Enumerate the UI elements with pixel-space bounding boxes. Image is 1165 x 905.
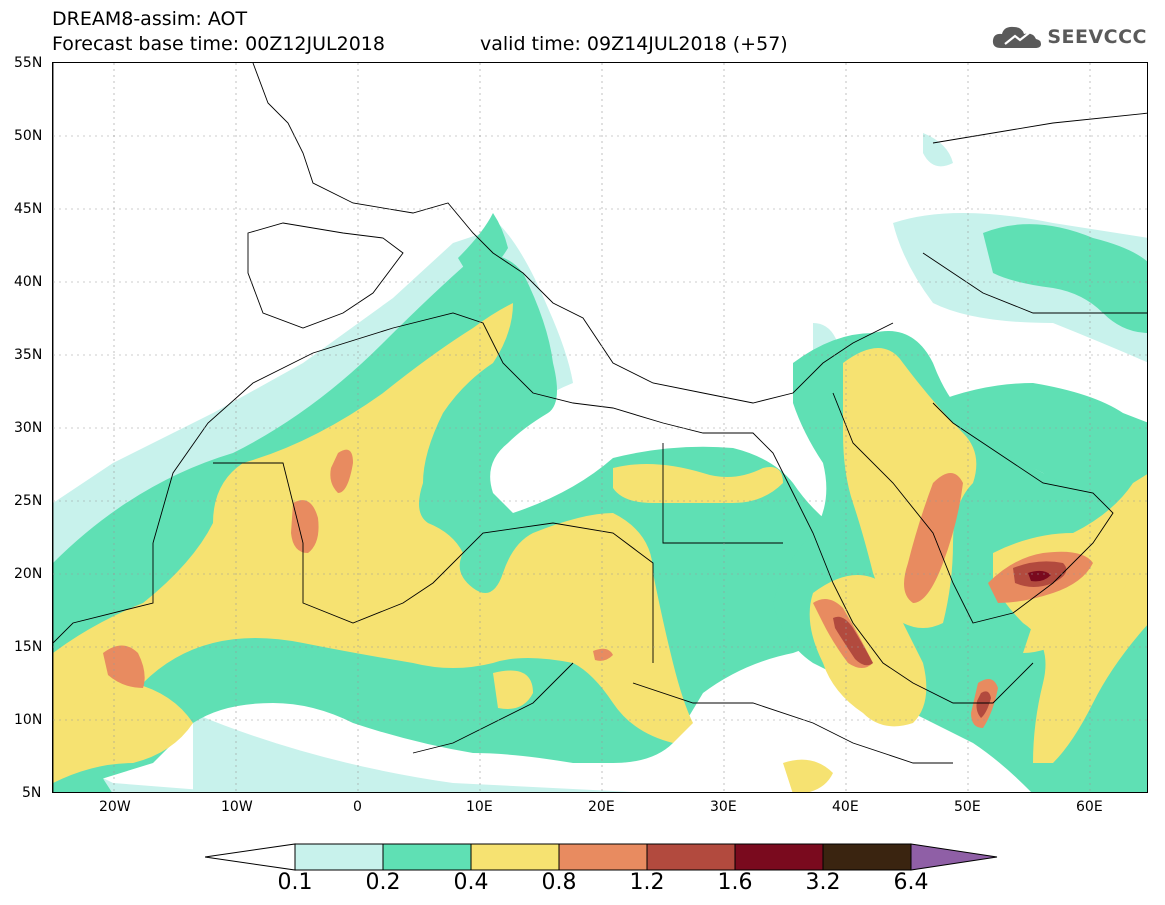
- colorbar-label-0.4: 0.4: [453, 870, 489, 895]
- colorbar-swatch-3.2: [822, 843, 912, 871]
- colorbar-swatch-1.6: [734, 843, 824, 871]
- colorbar-label-1.6: 1.6: [717, 870, 753, 895]
- lon-label-40e: 40E: [832, 799, 859, 815]
- colorbar-swatch-0.4: [470, 843, 560, 871]
- colorbar-swatch-0.2: [382, 843, 472, 871]
- colorbar-label-1.2: 1.2: [629, 870, 665, 895]
- cloud-icon: [993, 26, 1042, 48]
- aot-contour-1.6: [1028, 570, 1051, 582]
- forecast-base-time: Forecast base time: 00Z12JUL2018: [52, 33, 385, 55]
- lon-label-50e: 50E: [954, 799, 981, 815]
- lat-label-35n: 35N: [14, 347, 43, 363]
- aot-contour-0.4: [53, 303, 1147, 792]
- colorbar-swatch-0.8: [558, 843, 648, 871]
- valid-time: valid time: 09Z14JUL2018 (+57): [480, 33, 788, 55]
- colorbar-label-0.8: 0.8: [541, 870, 577, 895]
- lat-label-15n: 15N: [14, 639, 43, 655]
- seevccc-logo: SEEVCCC: [991, 24, 1147, 50]
- colorbar-label-3.2: 3.2: [805, 870, 841, 895]
- colorbar: [205, 843, 998, 871]
- lat-label-20n: 20N: [14, 566, 43, 582]
- colorbar-low-arrow: [205, 843, 296, 871]
- colorbar-swatch-1.2: [646, 843, 736, 871]
- lon-label-60e: 60E: [1076, 799, 1103, 815]
- graticule: [53, 63, 1147, 792]
- lon-label-30e: 30E: [710, 799, 737, 815]
- lat-label-25n: 25N: [14, 493, 43, 509]
- lon-label-10e: 10E: [466, 799, 493, 815]
- map-title: DREAM8-assim: AOT: [52, 8, 248, 30]
- colorbar-label-0.1: 0.1: [277, 870, 313, 895]
- lon-label-0: 0: [353, 799, 362, 815]
- lat-label-5n: 5N: [22, 785, 42, 801]
- colorbar-high-arrow: [910, 843, 998, 871]
- lat-label-45n: 45N: [14, 201, 43, 217]
- lat-label-50n: 50N: [14, 128, 43, 144]
- logo-text: SEEVCCC: [1047, 26, 1147, 48]
- lat-label-30n: 30N: [14, 420, 43, 436]
- lat-label-55n: 55N: [14, 55, 43, 71]
- lon-label-20w: 20W: [99, 799, 131, 815]
- lon-label-10w: 10W: [221, 799, 253, 815]
- map-area[interactable]: [52, 62, 1148, 793]
- colorbar-swatch-0.1: [294, 843, 384, 871]
- lon-label-20e: 20E: [588, 799, 615, 815]
- coastlines: [53, 63, 1147, 792]
- lat-label-10n: 10N: [14, 712, 43, 728]
- lat-label-40n: 40N: [14, 274, 43, 290]
- colorbar-label-6.4: 6.4: [893, 870, 929, 895]
- aot-field: [53, 63, 1147, 792]
- colorbar-label-0.2: 0.2: [365, 870, 401, 895]
